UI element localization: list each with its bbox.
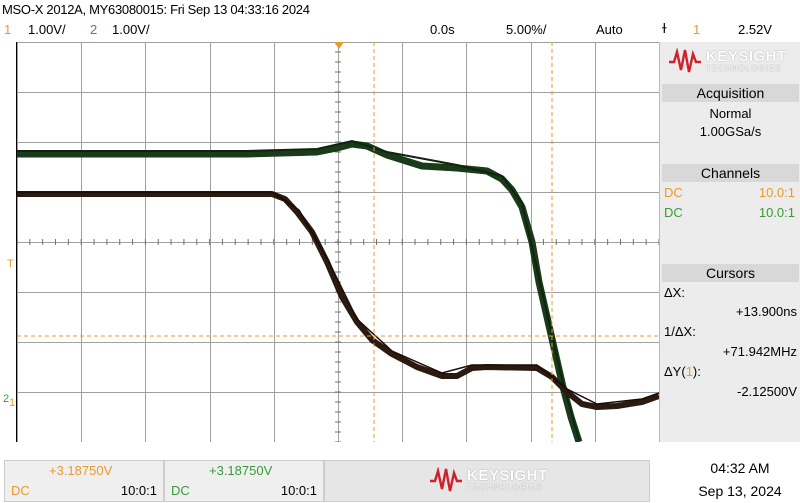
ch1-footer-probe: 10:0:1 [120, 483, 157, 498]
trigger-level[interactable]: 2.52V [738, 22, 772, 37]
trigger-position-marker [334, 42, 344, 49]
timebase-readout[interactable]: 5.00%/ [506, 22, 547, 37]
keysight-logo: KEYSIGHT TECHNOLOGIES [668, 48, 787, 74]
ch2-ground-marker[interactable]: 2 [3, 393, 10, 405]
clock-time: 04:32 AM [710, 460, 770, 476]
delta-y-value: -2.12500V [737, 384, 797, 399]
clock-date: Sep 13, 2024 [698, 483, 782, 499]
ch2-offset-value: +3.18750V [209, 463, 273, 478]
trigger-channel[interactable]: 1 [693, 22, 701, 37]
inverse-delta-x-label: 1/ΔX: [664, 324, 696, 339]
acquisition-mode: Normal [709, 106, 752, 121]
ch2-footer-probe: 10:0:1 [280, 483, 317, 498]
ch1-footer-coupling: DC [11, 483, 30, 498]
side-panel: KEYSIGHT TECHNOLOGIES Acquisition Normal… [659, 42, 800, 442]
ch2-number[interactable]: 2 [90, 22, 98, 37]
keysight-wave-icon [669, 48, 701, 73]
keysight-footer-wave-icon [430, 467, 462, 492]
inverse-delta-x-value: +71.942MHz [722, 344, 797, 359]
edge-trigger-icon: ɫ [662, 20, 667, 36]
ch2-probe: 10.0:1 [758, 205, 795, 220]
trigger-mode[interactable]: Auto [596, 22, 623, 37]
delta-y-label: ΔY(1): [664, 364, 701, 379]
cursors-title: Cursors [662, 264, 799, 282]
ch2-footer-coupling: DC [171, 483, 190, 498]
trigger-level-marker[interactable]: T [7, 258, 14, 270]
ch1-status-box[interactable]: +3.18750V DC 10:0:1 [4, 460, 164, 502]
ch2-coupling: DC [664, 205, 683, 220]
brand-box: KEYSIGHT TECHNOLOGIES [324, 460, 650, 502]
ch1-coupling: DC [664, 185, 683, 200]
ch1-offset-value: +3.18750V [49, 463, 113, 478]
status-bar: +3.18750V DC 10:0:1 +3.18750V DC 10:0:1 … [0, 443, 800, 503]
delta-x-label: ΔX: [664, 285, 685, 300]
channels-title: Channels [662, 164, 799, 182]
ch1-number[interactable]: 1 [4, 22, 12, 37]
window-title: MSO-X 2012A, MY63080015: Fri Sep 13 04:3… [2, 2, 310, 17]
ch1-ground-marker[interactable]: 1 [9, 397, 16, 409]
delta-x-value: +13.900ns [735, 304, 797, 319]
acquisition-title: Acquisition [662, 84, 799, 102]
ch1-scale[interactable]: 1.00V/ [28, 22, 66, 37]
keysight-footer-logo: KEYSIGHT TECHNOLOGIES [429, 467, 548, 493]
ch2-scale[interactable]: 1.00V/ [112, 22, 150, 37]
ch1-probe: 10.0:1 [758, 185, 795, 200]
ch1-waveform [17, 191, 659, 410]
delay-readout[interactable]: 0.0s [430, 22, 455, 37]
waveform-display[interactable] [16, 42, 660, 442]
ch2-status-box[interactable]: +3.18750V DC 10:0:1 [164, 460, 324, 502]
sample-rate: 1.00GSa/s [699, 124, 762, 139]
